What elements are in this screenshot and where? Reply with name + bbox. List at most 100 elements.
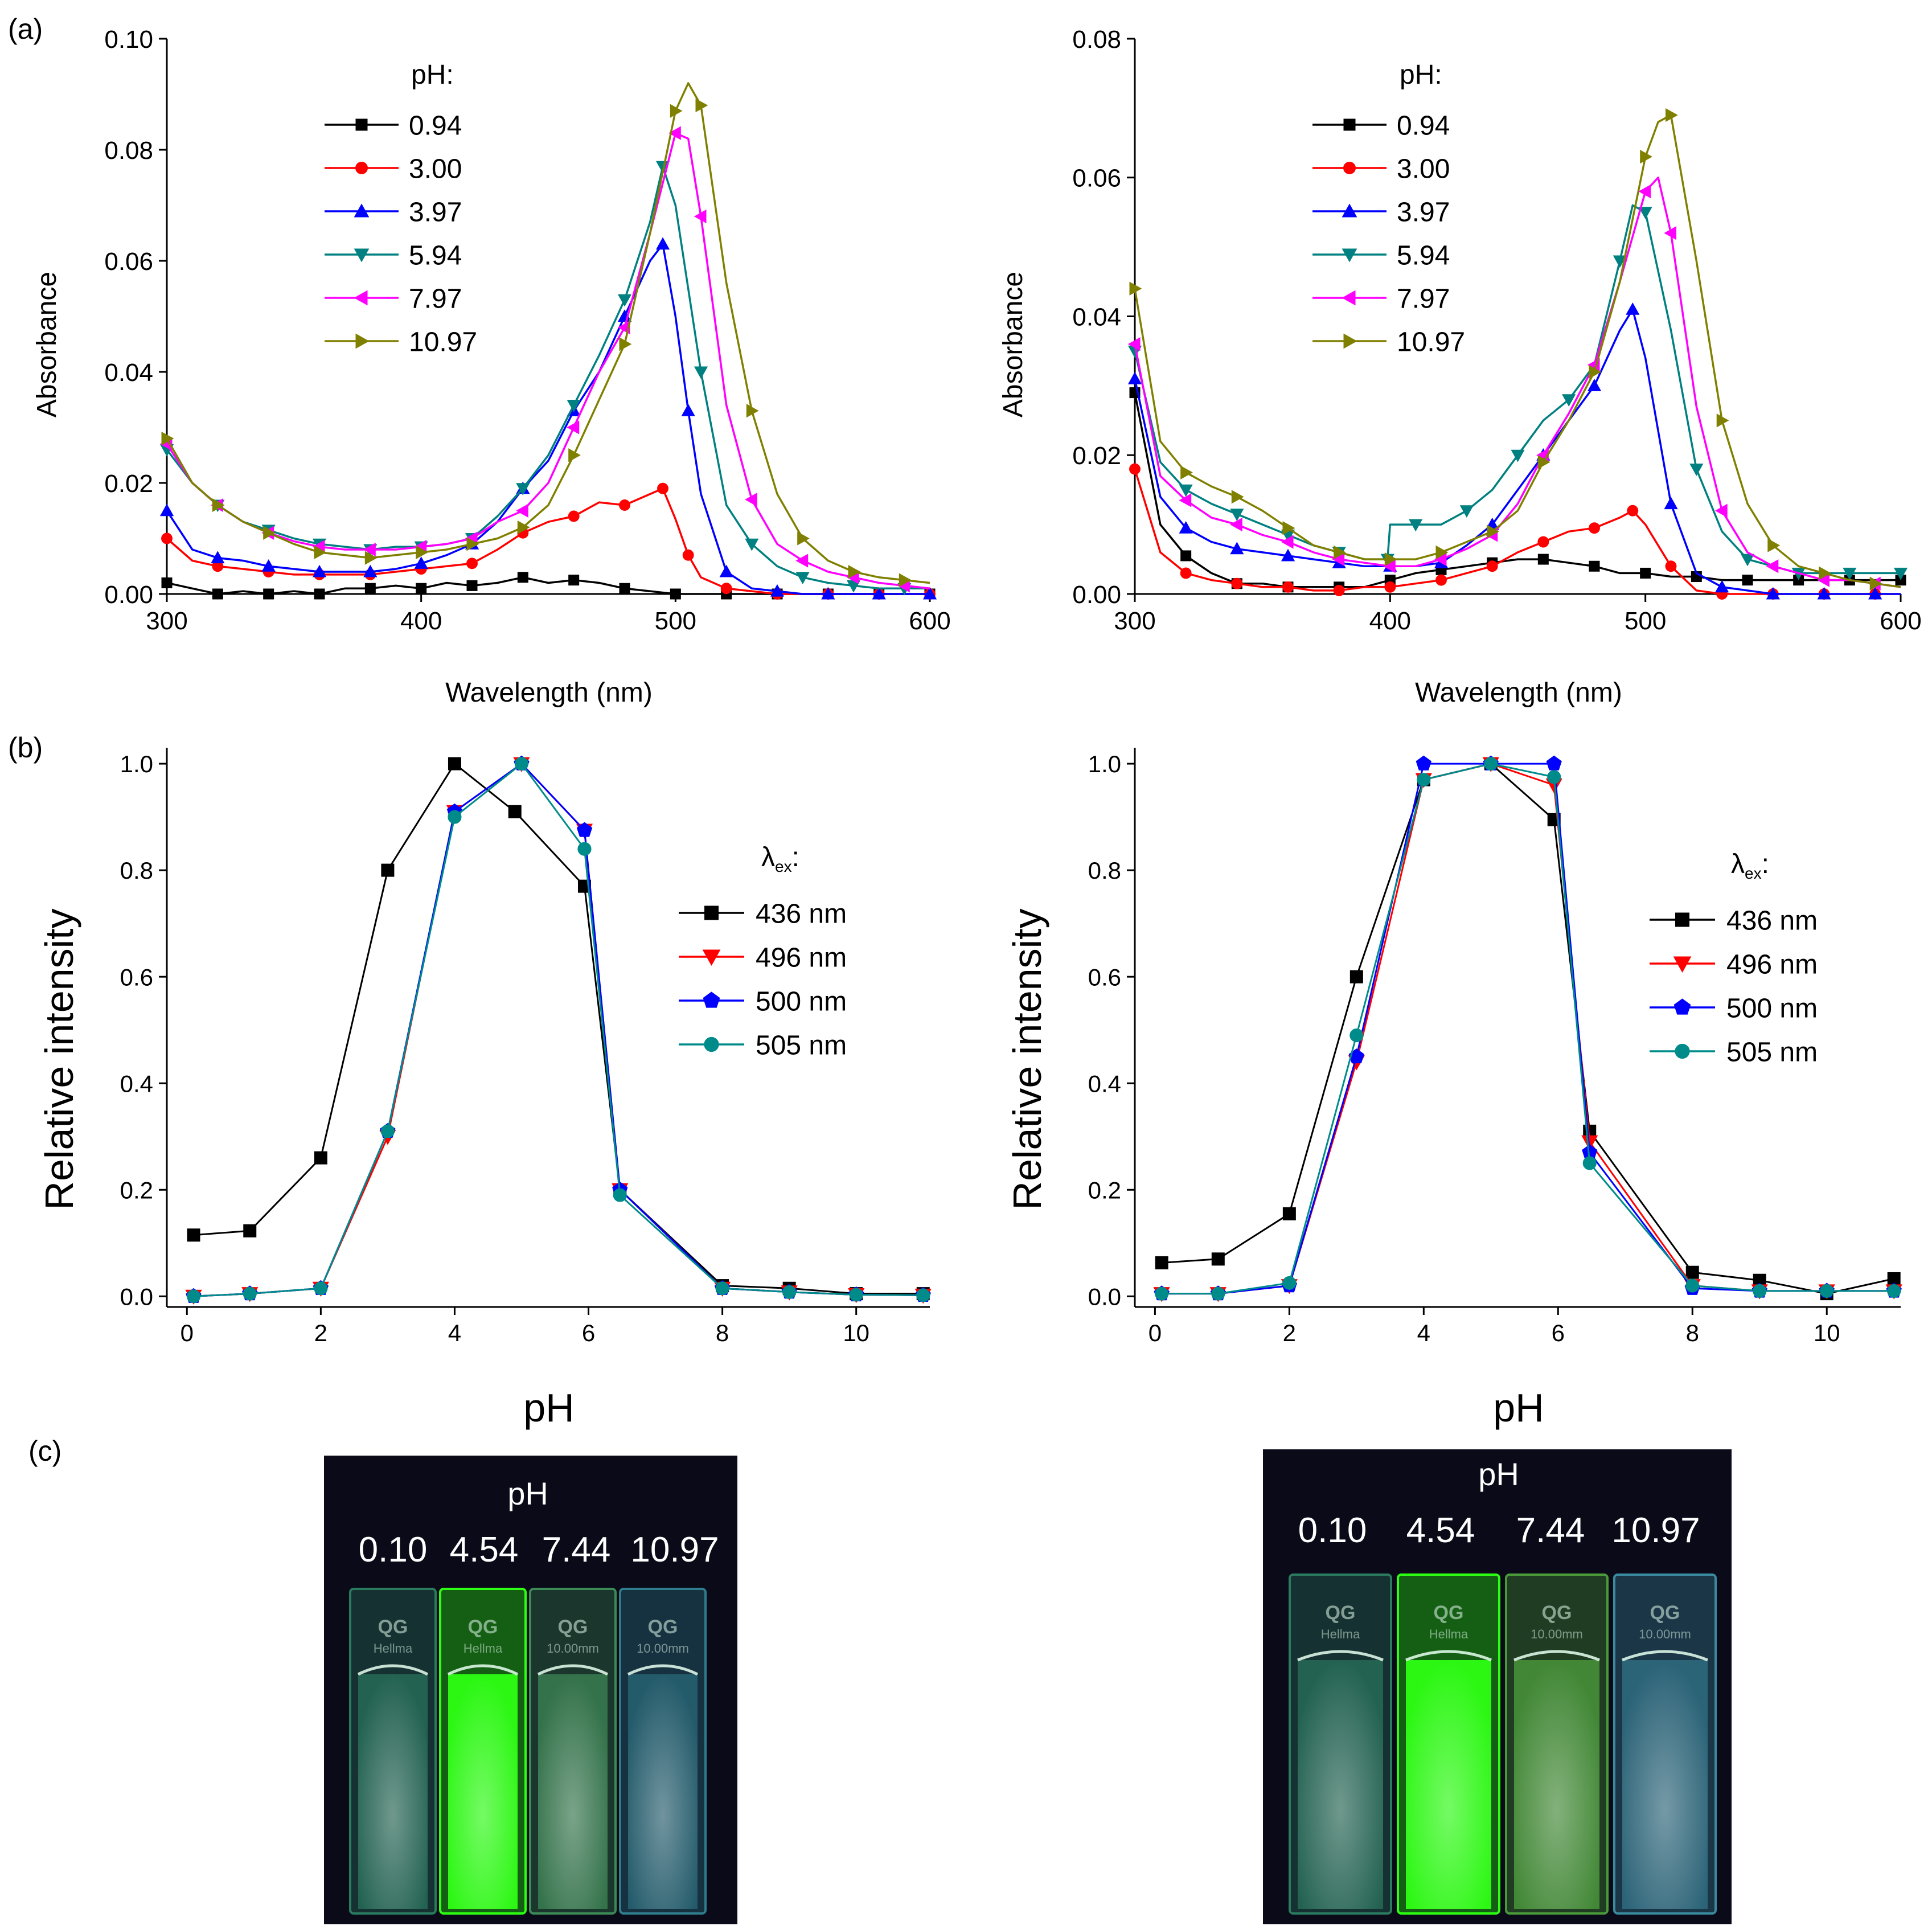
x-tick-label: 0 bbox=[181, 1319, 194, 1346]
x-tick-label: 600 bbox=[1880, 607, 1921, 635]
data-point bbox=[1349, 1028, 1364, 1043]
cuvette-brand: 10.00mm bbox=[547, 1641, 599, 1655]
x-tick-label: 8 bbox=[1686, 1319, 1699, 1346]
legend-marker bbox=[1675, 912, 1689, 927]
cuvette-brand: Hellma bbox=[1321, 1627, 1360, 1641]
series-line bbox=[1134, 177, 1901, 588]
data-point bbox=[363, 564, 378, 577]
cuvette-meniscus bbox=[1405, 1650, 1492, 1662]
data-point bbox=[1581, 1135, 1598, 1150]
x-tick-label: 4 bbox=[1417, 1319, 1430, 1346]
data-point bbox=[1180, 567, 1192, 579]
data-point bbox=[161, 532, 173, 544]
y-tick-label: 1.0 bbox=[120, 751, 153, 777]
series-line bbox=[1134, 469, 1901, 595]
data-point bbox=[1587, 379, 1602, 391]
legend-label: 0.94 bbox=[1397, 110, 1450, 141]
data-point bbox=[619, 337, 632, 351]
photo-value: 4.54 bbox=[450, 1530, 519, 1570]
data-point bbox=[1231, 577, 1243, 589]
data-point bbox=[1562, 394, 1576, 407]
cuvette-label: QG bbox=[378, 1616, 408, 1638]
series-7-97 bbox=[1127, 177, 1901, 591]
x-tick-label: 500 bbox=[655, 607, 696, 635]
cuvette-glow bbox=[538, 1674, 608, 1909]
data-point bbox=[1753, 1284, 1767, 1298]
legend-title-colon: : bbox=[1762, 849, 1769, 879]
legend-marker bbox=[1673, 956, 1692, 973]
panel-label-c: (c) bbox=[28, 1435, 61, 1467]
cuvette-brand: Hellma bbox=[1429, 1627, 1469, 1641]
legend-marker bbox=[1343, 333, 1357, 349]
cuvette-brand: 10.00mm bbox=[637, 1641, 689, 1655]
data-point bbox=[1664, 226, 1676, 240]
cuvette-glow bbox=[1406, 1660, 1491, 1909]
legend-label: 3.00 bbox=[409, 154, 462, 184]
data-point bbox=[1334, 545, 1346, 559]
data-point bbox=[1435, 545, 1449, 559]
data-point bbox=[1179, 493, 1192, 507]
data-point bbox=[1384, 581, 1396, 593]
data-point bbox=[1409, 519, 1423, 532]
data-point bbox=[261, 559, 276, 572]
legend-label: 496 nm bbox=[756, 942, 847, 973]
legend-label: 5.94 bbox=[1397, 240, 1450, 271]
data-point bbox=[1665, 560, 1677, 572]
cuvette-label: QG bbox=[468, 1616, 498, 1638]
data-point bbox=[263, 526, 276, 540]
cuvette: QG 10.00mm bbox=[529, 1588, 617, 1915]
data-point bbox=[517, 520, 530, 535]
data-point bbox=[1537, 455, 1550, 469]
data-point bbox=[1664, 497, 1678, 510]
data-point bbox=[872, 587, 886, 600]
legend-title: pH: bbox=[411, 60, 454, 90]
data-point bbox=[1893, 567, 1908, 580]
data-point bbox=[1230, 542, 1244, 555]
data-point bbox=[745, 493, 757, 507]
data-point bbox=[1282, 521, 1295, 535]
chart-b-left: Relative intensity pH λex: 0 2 4 6 8 10 0.0 0.2… bbox=[37, 748, 932, 1430]
series-line bbox=[1134, 308, 1901, 595]
x-tick-label: 10 bbox=[843, 1319, 869, 1346]
legend: 0.94 3.00 3.97 5.94 7.97 10.97 bbox=[325, 110, 477, 357]
x-tick-label: 6 bbox=[1552, 1319, 1565, 1346]
data-point bbox=[1231, 490, 1244, 504]
series-line bbox=[166, 132, 930, 590]
cuvette-brand: Hellma bbox=[463, 1641, 503, 1655]
legend-label: 500 nm bbox=[756, 986, 847, 1017]
legend-label: 7.97 bbox=[1397, 284, 1450, 314]
x-axis-label: Wavelength (nm) bbox=[445, 678, 653, 708]
data-point bbox=[619, 583, 630, 594]
legend-label: 3.00 bbox=[1397, 154, 1450, 184]
data-point bbox=[1547, 770, 1561, 784]
cuvette-glow bbox=[448, 1674, 518, 1909]
legend-marker bbox=[704, 905, 719, 920]
data-point bbox=[1640, 150, 1652, 164]
data-point bbox=[1589, 560, 1600, 572]
legend-label: 3.97 bbox=[409, 197, 462, 227]
chart-a-right: Absorbance Wavelength (nm) pH: 300 400 500… bbox=[998, 26, 1922, 708]
data-point bbox=[795, 554, 809, 568]
data-point bbox=[1179, 484, 1193, 497]
data-point bbox=[576, 822, 593, 837]
y-tick-label: 0.2 bbox=[1088, 1177, 1121, 1203]
data-point bbox=[243, 1224, 257, 1237]
data-point bbox=[448, 757, 461, 771]
x-tick-label: 6 bbox=[582, 1319, 595, 1346]
legend: 436 nm 496 nm 500 nm 505 nm bbox=[679, 899, 847, 1060]
data-point bbox=[1626, 302, 1640, 315]
cuvette-meniscus bbox=[537, 1664, 609, 1676]
data-point bbox=[613, 1188, 627, 1202]
photo-title: pH bbox=[1478, 1456, 1519, 1492]
data-point bbox=[1843, 567, 1857, 580]
legend-marker bbox=[703, 991, 720, 1008]
data-point bbox=[1546, 755, 1562, 771]
y-tick-label: 0.04 bbox=[104, 359, 153, 387]
cuvette-brand: 10.00mm bbox=[1531, 1627, 1583, 1641]
series-line bbox=[166, 165, 930, 590]
data-point bbox=[1180, 465, 1193, 480]
photo-title: pH bbox=[507, 1476, 548, 1511]
cuvette: QG Hellma bbox=[1289, 1573, 1392, 1915]
data-point bbox=[1282, 1207, 1296, 1220]
